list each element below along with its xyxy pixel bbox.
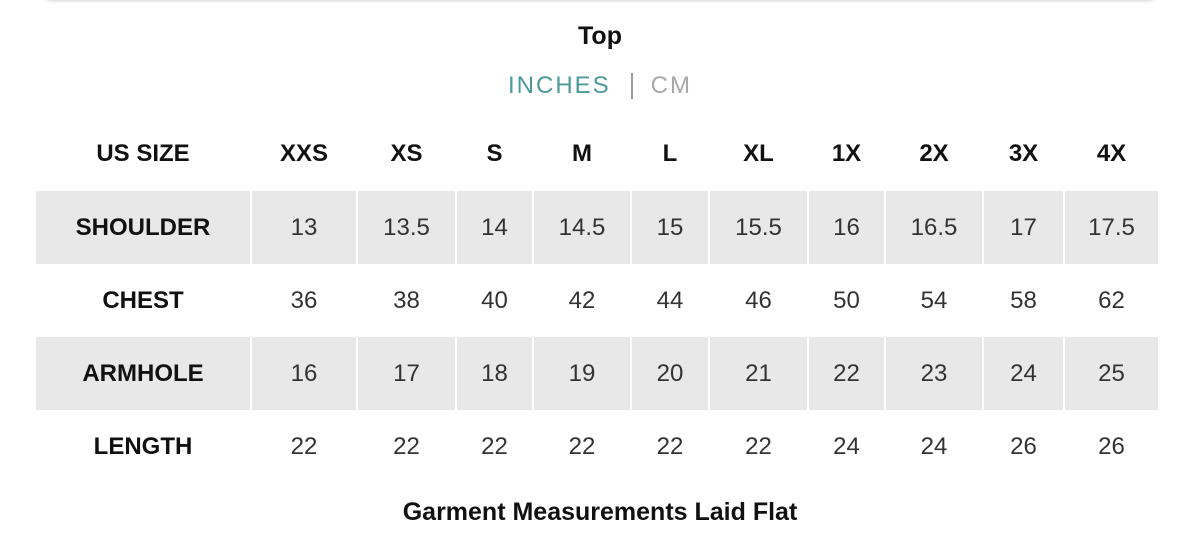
cell: 14.5 [534,191,630,264]
cell: 24 [920,432,948,460]
cell: 40 [481,286,508,314]
cell: 25 [1065,337,1158,410]
cell: 38 [393,286,420,314]
row-header: ARMHOLE [36,337,250,410]
cell: 23 [886,337,982,410]
cell: 42 [568,286,596,314]
row-header: CHEST [102,286,184,314]
size-header: L [662,139,678,167]
cell: 44 [656,286,684,314]
unit-toggle: INCHES CM [0,71,1200,100]
cell: 26 [1098,432,1125,460]
size-header: XS [390,139,423,167]
cell: 17 [984,191,1063,264]
row-header: LENGTH [93,432,193,460]
cell: 26 [1010,432,1037,460]
cell: 13 [252,191,356,264]
size-header: XL [743,139,774,167]
cell: 17 [358,337,455,410]
cell: 50 [833,286,860,314]
cell: 13.5 [358,191,455,264]
cell: 36 [290,286,318,314]
cell: 22 [656,432,684,460]
cell: 16 [809,191,884,264]
cell: 22 [568,432,596,460]
cell: 15.5 [710,191,807,264]
size-table: US SIZE XXS XS S M L XL 1X 2X 3X 4X SHOULDER 13 13.5… [34,116,1160,483]
row-header: SHOULDER [36,191,250,264]
cell: 19 [534,337,630,410]
header-row: US SIZE XXS XS S M L XL 1X 2X 3X 4X [36,116,1158,191]
title: Top [578,22,622,50]
measure-row: ARMHOLE 16 17 18 19 20 21 22 23 24 25 [36,337,1158,410]
cell: 18 [457,337,532,410]
size-header: 2X [919,139,949,167]
size-header: 3X [1008,139,1039,167]
cell: 58 [1010,286,1037,314]
cell: 22 [393,432,420,460]
unit-inches[interactable]: INCHES [507,71,611,99]
cell: 22 [481,432,508,460]
cell: 22 [809,337,884,410]
measure-row: CHEST 36 38 40 42 44 46 50 54 58 62 [36,264,1158,337]
cell: 62 [1098,286,1125,314]
cell: 15 [632,191,708,264]
size-header: S [486,139,503,167]
unit-cm[interactable]: CM [650,71,692,99]
size-header: XXS [279,139,329,167]
cell: 16.5 [886,191,982,264]
corner-header: US SIZE [96,139,190,167]
cell: 46 [745,286,772,314]
footer: Garment Measurements Laid Flat [402,498,798,526]
cell: 14 [457,191,532,264]
measure-row: LENGTH 22 22 22 22 22 22 24 24 26 26 [36,410,1158,483]
cell: 22 [290,432,318,460]
cell: 24 [984,337,1063,410]
cell: 22 [745,432,772,460]
cell: 20 [632,337,708,410]
cell: 21 [710,337,807,410]
cell: 54 [920,286,948,314]
cell: 17.5 [1065,191,1158,264]
cell: 16 [252,337,356,410]
size-header: 4X [1096,139,1127,167]
size-header: 1X [831,139,862,167]
cell: 24 [833,432,860,460]
size-header: M [572,139,592,167]
separator [630,72,633,99]
measure-row: SHOULDER 13 13.5 14 14.5 15 15.5 16 16.5 17 17.5 [36,191,1158,264]
